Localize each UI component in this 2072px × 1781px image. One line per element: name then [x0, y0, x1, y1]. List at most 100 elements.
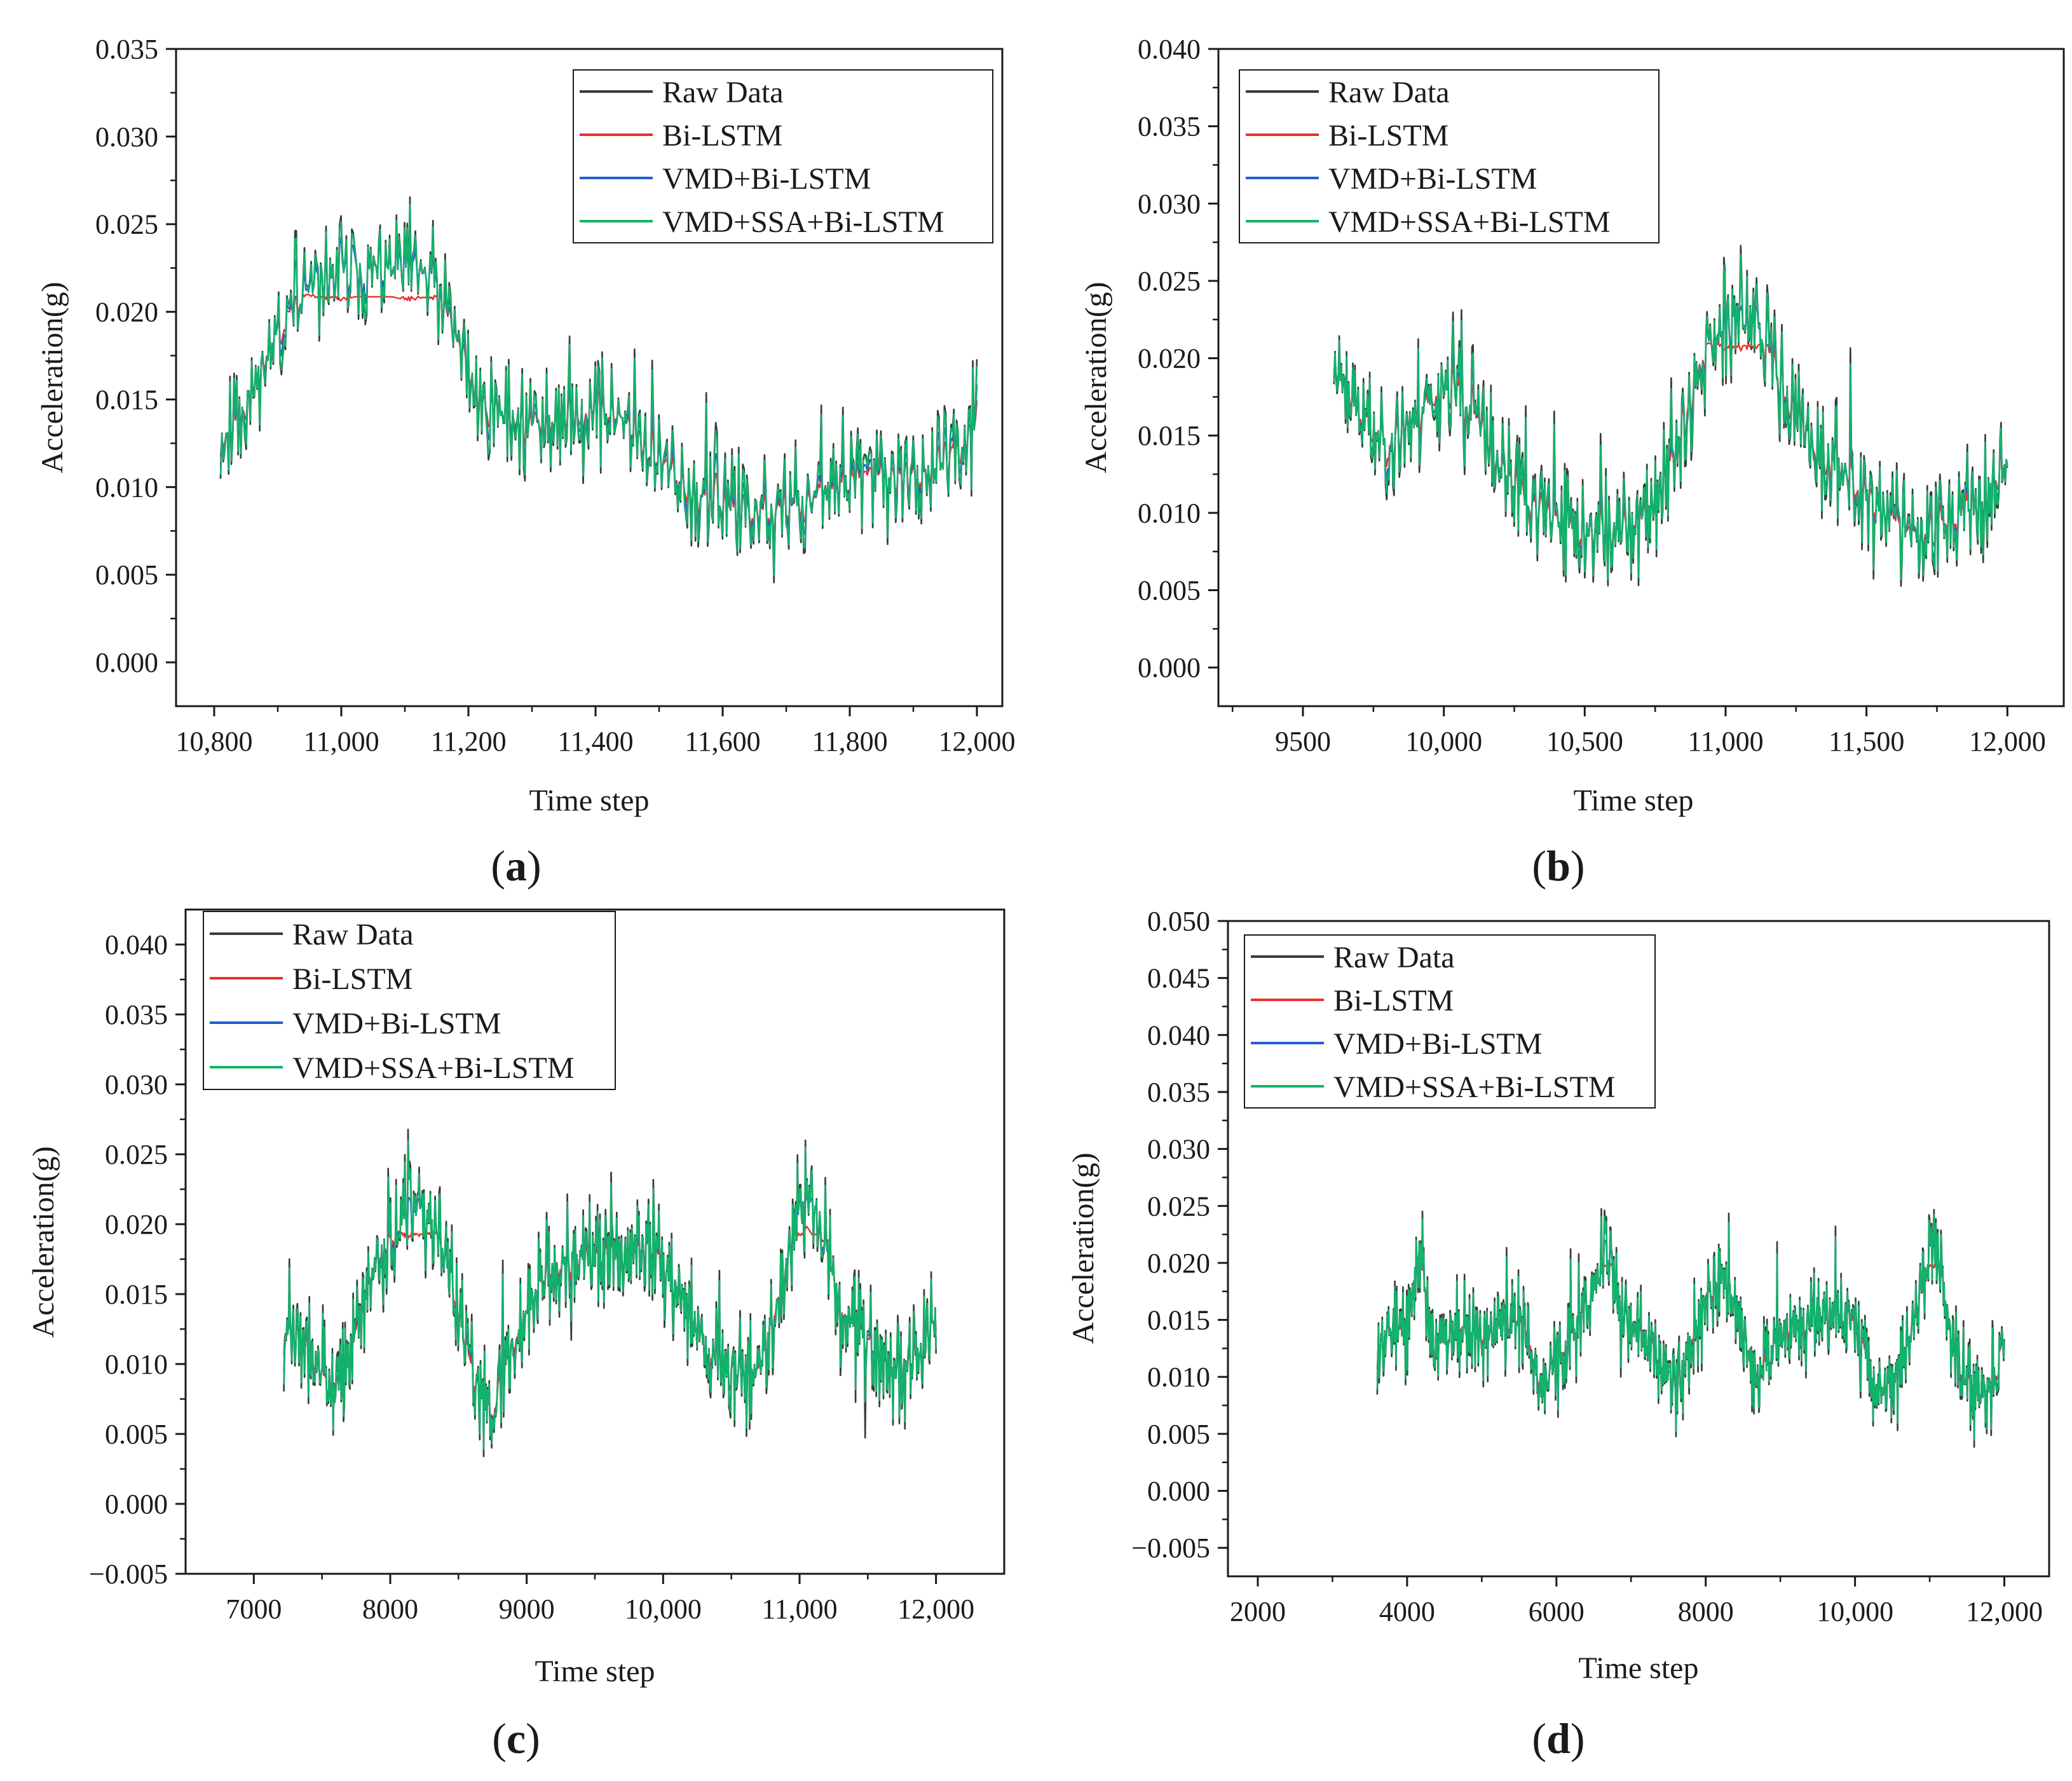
y-tick-label-c: 0.000 [105, 1489, 168, 1520]
plot-frame-d [1227, 920, 2050, 1578]
y-axis-title-c: Acceleration(g) [27, 1146, 60, 1337]
legend-label-vmd-bilstm-a: VMD+Bi-LSTM [662, 162, 871, 196]
legend-box-d [1244, 934, 1656, 1109]
x-tick-label-d: 10,000 [1816, 1596, 1893, 1627]
x-tick-label-c: 10,000 [625, 1593, 702, 1625]
legend-label-bilstm-a: Bi-LSTM [662, 119, 782, 153]
x-tick-label-b: 12,000 [1969, 726, 2046, 757]
legend-label-raw-d: Raw Data [1333, 941, 1455, 974]
y-tick-label-c: 0.035 [105, 999, 168, 1030]
x-tick-label-a: 11,000 [303, 726, 379, 757]
y-tick-label-c: 0.020 [105, 1209, 168, 1240]
legend-label-vmd-ssa-bilstm-d: VMD+SSA+Bi-LSTM [1333, 1070, 1616, 1104]
y-tick-label-c: 0.015 [105, 1279, 168, 1310]
legend-label-vmd-bilstm-b: VMD+Bi-LSTM [1328, 162, 1537, 196]
y-axis-title-b: Acceleration(g) [1079, 282, 1113, 473]
panel-a: Raw Data Bi-LSTM VMD+Bi-LSTM VMD+SSA+Bi-LST… [36, 34, 1016, 890]
y-tick-label-c: 0.005 [105, 1419, 168, 1450]
x-tick-label-a: 10,800 [176, 726, 253, 757]
x-tick-label-a: 11,200 [430, 726, 506, 757]
y-tick-label-b: 0.025 [1138, 266, 1201, 297]
plot-area-b [1333, 245, 2008, 587]
y-tick-label-a: 0.010 [95, 472, 158, 503]
panel-letter-a: a [505, 842, 527, 890]
plot-area-d [1376, 1208, 2005, 1448]
legend-label-raw-b: Raw Data [1328, 76, 1450, 109]
x-tick-label-d: 12,000 [1966, 1596, 2043, 1627]
y-tick-label-c: −0.005 [89, 1559, 168, 1590]
legend-label-bilstm-d: Bi-LSTM [1333, 984, 1454, 1018]
legend-box-a [573, 69, 993, 243]
x-axis-title-d: Time step [1579, 1651, 1699, 1685]
x-tick-label-b: 10,500 [1546, 726, 1623, 757]
x-tick-label-d: 8000 [1678, 1596, 1734, 1627]
y-tick-label-a: 0.035 [95, 34, 158, 65]
legend-label-bilstm-c: Bi-LSTM [292, 962, 412, 996]
panel-letter-d: d [1546, 1714, 1571, 1763]
y-axis-title-d: Acceleration(g) [1067, 1152, 1100, 1344]
legend-b: Raw Data Bi-LSTM VMD+Bi-LSTM VMD+SSA+Bi-LST… [1239, 69, 1660, 243]
series-raw-d [1376, 1208, 2005, 1448]
y-tick-label-d: 0.025 [1147, 1191, 1210, 1222]
x-tick-label-b: 11,000 [1687, 726, 1763, 757]
y-axis-title-a: Acceleration(g) [36, 282, 69, 473]
y-tick-label-c: 0.030 [105, 1069, 168, 1100]
y-tick-label-a: 0.020 [95, 297, 158, 328]
legend-label-bilstm-b: Bi-LSTM [1328, 119, 1448, 153]
x-tick-label-c: 7000 [226, 1593, 282, 1625]
y-tick-label-c: 0.025 [105, 1139, 168, 1170]
x-tick-label-a: 11,400 [557, 726, 633, 757]
panel-letter-c: c [507, 1714, 526, 1763]
x-tick-label-b: 10,000 [1405, 726, 1482, 757]
y-tick-label-b: 0.040 [1138, 34, 1201, 65]
legend-label-vmd-ssa-bilstm-a: VMD+SSA+Bi-LSTM [662, 205, 944, 239]
y-tick-label-d: 0.030 [1147, 1134, 1210, 1165]
legend-label-vmd-ssa-bilstm-b: VMD+SSA+Bi-LSTM [1328, 205, 1611, 239]
y-tick-label-a: 0.015 [95, 384, 158, 415]
legend-c: Raw Data Bi-LSTM VMD+Bi-LSTM VMD+SSA+Bi-LST… [203, 911, 616, 1090]
panel-letter-b: b [1546, 842, 1571, 890]
legend-label-vmd-bilstm-d: VMD+Bi-LSTM [1333, 1027, 1542, 1061]
series-vmd-ssa-bilstm-c [283, 1139, 937, 1450]
y-tick-label-c: 0.040 [105, 929, 168, 960]
panel-label-d: (d) [1532, 1714, 1585, 1763]
series-raw-a [219, 196, 978, 583]
x-tick-label-a: 11,600 [685, 726, 760, 757]
y-tick-label-d: 0.000 [1147, 1476, 1210, 1507]
series-vmd-ssa-bilstm-a [219, 203, 978, 577]
panel-c: Raw Data Bi-LSTM VMD+Bi-LSTM VMD+SSA+Bi-LST… [27, 908, 1005, 1763]
x-tick-label-d: 4000 [1379, 1596, 1435, 1627]
y-tick-label-b: 0.005 [1138, 575, 1201, 606]
y-tick-label-d: 0.040 [1147, 1020, 1210, 1051]
x-tick-label-c: 8000 [362, 1593, 418, 1625]
legend-label-raw-c: Raw Data [292, 918, 414, 952]
y-tick-label-a: 0.000 [95, 647, 158, 678]
x-tick-label-b: 9500 [1275, 726, 1331, 757]
y-tick-label-b: 0.035 [1138, 111, 1201, 142]
y-tick-label-a: 0.030 [95, 121, 158, 153]
y-tick-label-d: −0.005 [1131, 1532, 1210, 1564]
series-bilstm-a [219, 293, 978, 541]
y-tick-label-d: 0.020 [1147, 1248, 1210, 1279]
x-axis-title-a: Time step [529, 784, 650, 817]
plot-frame-c [184, 908, 1005, 1575]
panel-label-c: (c) [492, 1714, 540, 1763]
y-tick-label-d: 0.035 [1147, 1077, 1210, 1108]
legend-a: Raw Data Bi-LSTM VMD+Bi-LSTM VMD+SSA+Bi-LST… [573, 69, 993, 243]
y-tick-label-d: 0.015 [1147, 1305, 1210, 1336]
x-axis-title-c: Time step [535, 1655, 655, 1688]
series-vmd-ssa-bilstm-d [1376, 1213, 2005, 1441]
y-tick-label-b: 0.015 [1138, 420, 1201, 451]
legend-box-b [1239, 69, 1660, 243]
x-tick-label-a: 12,000 [939, 726, 1016, 757]
y-tick-label-d: 0.045 [1147, 963, 1210, 994]
y-tick-label-b: 0.020 [1138, 343, 1201, 374]
y-tick-label-d: 0.010 [1147, 1361, 1210, 1393]
x-axis-title-b: Time step [1574, 784, 1694, 817]
y-tick-label-b: 0.030 [1138, 188, 1201, 219]
plot-area-c [283, 1128, 937, 1457]
panel-label-a: (a) [491, 842, 541, 890]
x-tick-label-c: 11,000 [761, 1593, 837, 1625]
panel-d: Raw Data Bi-LSTM VMD+Bi-LSTM VMD+SSA+Bi-LST… [1067, 906, 2050, 1763]
